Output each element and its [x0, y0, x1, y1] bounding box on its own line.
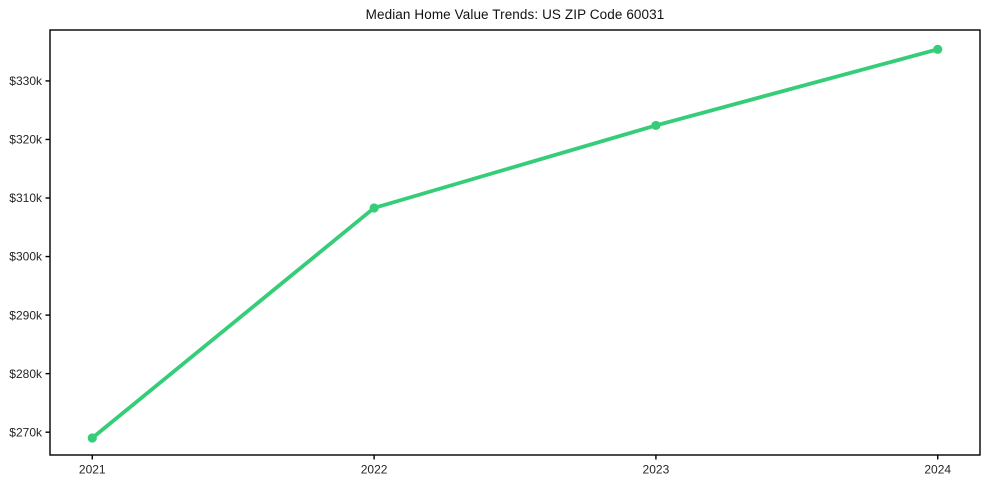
x-tick-label: 2024: [924, 463, 951, 477]
chart-title: Median Home Value Trends: US ZIP Code 60…: [365, 7, 665, 22]
x-tick-label: 2021: [79, 463, 106, 477]
data-point-marker: [369, 203, 379, 213]
data-point-marker: [87, 433, 97, 443]
data-point-marker: [933, 44, 943, 54]
y-tick-label: $320k: [9, 133, 43, 147]
y-tick-label: $310k: [9, 191, 43, 205]
trend-line: [90, 47, 940, 440]
y-tick-label: $280k: [9, 367, 43, 381]
x-tick-label: 2023: [643, 463, 670, 477]
y-tick-label: $300k: [9, 250, 43, 264]
x-tick-label: 2022: [361, 463, 388, 477]
data-point-marker: [651, 120, 661, 131]
y-tick-label: $290k: [9, 308, 43, 322]
plot-border: [49, 29, 981, 456]
y-tick-label: $270k: [9, 425, 43, 439]
y-tick-label: $330k: [9, 74, 43, 88]
